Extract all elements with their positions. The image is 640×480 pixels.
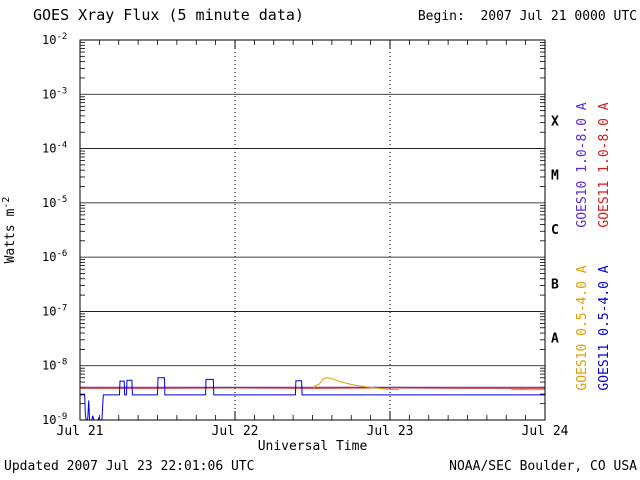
plot-border: [79, 39, 546, 421]
noaa-credit: NOAA/SEC Boulder, CO USA: [449, 459, 637, 474]
flare-class-M: M: [551, 169, 559, 184]
y-axis-label: Watts m-2: [1, 197, 18, 264]
series-layer: [80, 377, 545, 420]
y-axis-tick-label: 10-3: [42, 86, 67, 101]
y-axis-tick-label: 10-7: [42, 303, 67, 318]
legend-goes11-short: GOES11 0.5-4.0 A: [597, 265, 612, 390]
x-axis-label: Universal Time: [258, 439, 368, 454]
x-axis-tick-label: Jul 23: [367, 424, 414, 439]
begin-timestamp: Begin: 2007 Jul 21 0000 UTC: [417, 9, 637, 24]
flare-class-X: X: [551, 114, 559, 129]
flare-class-B: B: [551, 277, 559, 292]
y-axis-tick-label: 10-4: [42, 141, 67, 156]
y-axis-tick-label: 10-9: [42, 412, 67, 427]
series-goes10-short: [312, 377, 400, 391]
x-axis-tick-label: Jul 21: [57, 424, 104, 439]
flare-class-A: A: [551, 332, 559, 347]
y-axis-tick-label: 10-2: [42, 32, 67, 47]
x-axis-tick-label: Jul 22: [212, 424, 259, 439]
legend-goes10-long: GOES10 1.0-8.0 A: [575, 102, 590, 227]
y-axis-tick-label: 10-6: [42, 249, 67, 264]
chart-title: GOES Xray Flux (5 minute data): [33, 6, 304, 24]
series-goes11-short: [80, 377, 545, 420]
legend-goes11-long: GOES11 1.0-8.0 A: [597, 102, 612, 227]
updated-timestamp: Updated 2007 Jul 23 22:01:06 UTC: [4, 459, 255, 474]
y-axis-tick-label: 10-8: [42, 358, 67, 373]
x-axis-tick-label: Jul 24: [522, 424, 569, 439]
legend-goes10-short: GOES10 0.5-4.0 A: [575, 265, 590, 390]
flare-class-C: C: [551, 223, 559, 238]
y-axis-tick-label: 10-5: [42, 195, 67, 210]
